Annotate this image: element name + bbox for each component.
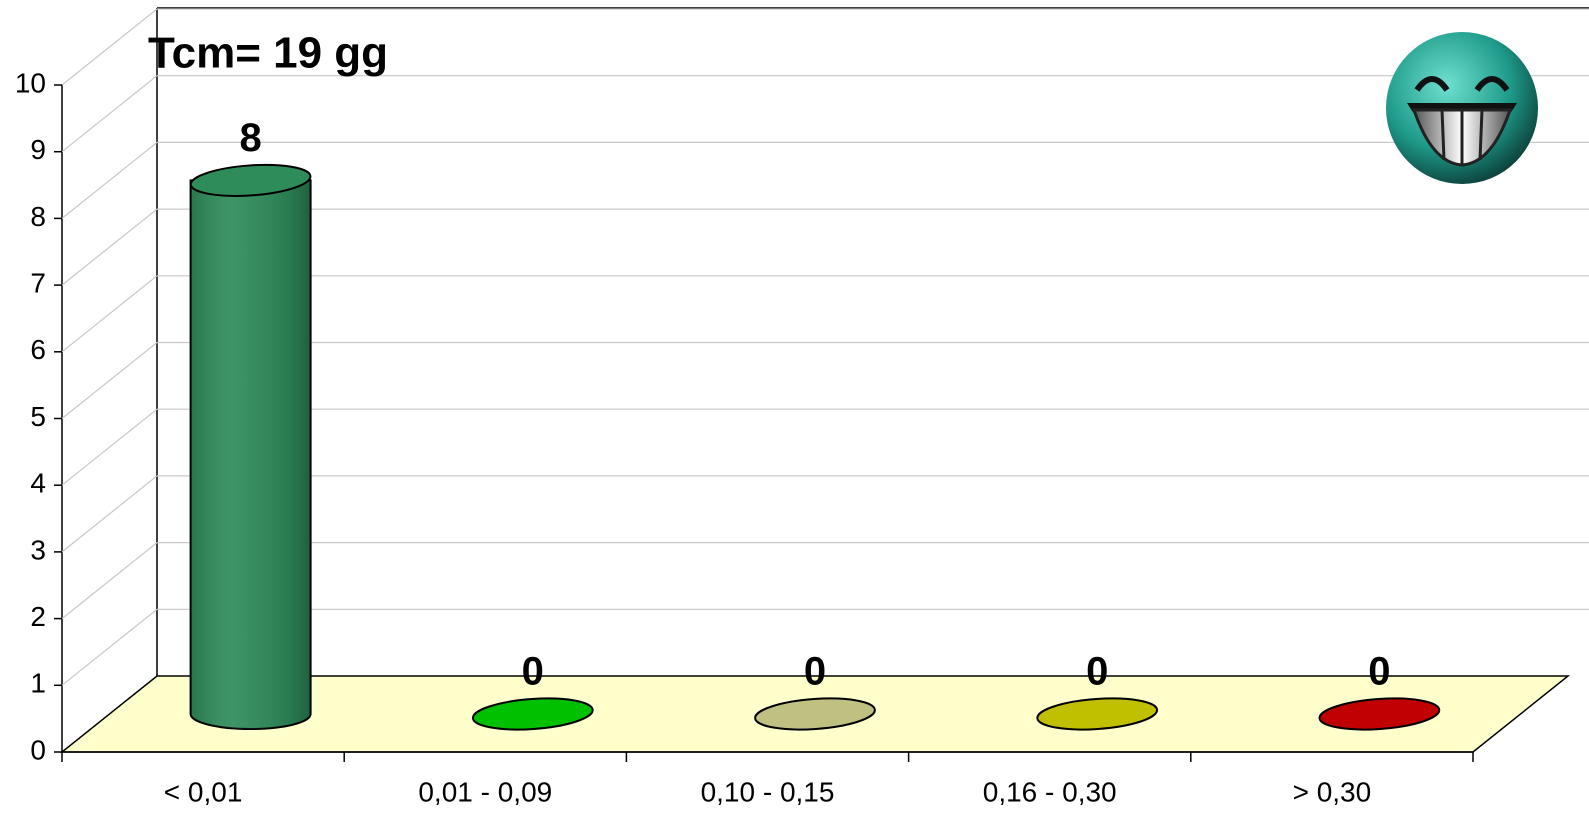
value-label: 0 <box>804 650 826 694</box>
x-tick-label: < 0,01 <box>164 776 243 807</box>
value-label: 0 <box>1086 650 1108 694</box>
y-tick-label: 8 <box>30 201 46 232</box>
grid-line-side <box>62 609 157 685</box>
chart: Tcm= 19 gg 0 1 2 3 4 5 6 7 8 9 10 < 0,01 8 0,01 - 0,0… <box>0 0 1589 822</box>
y-tick-label: 9 <box>30 134 46 165</box>
y-tick-label: 3 <box>30 534 46 565</box>
grid-line-side <box>62 9 157 85</box>
grid-line-side <box>62 409 157 485</box>
y-tick-label: 7 <box>30 267 46 298</box>
grid-line-side <box>62 543 157 619</box>
x-tick-label: 0,10 - 0,15 <box>701 776 835 807</box>
value-label: 8 <box>239 116 261 160</box>
grid-line-side <box>62 343 157 419</box>
grid-line-side <box>62 276 157 352</box>
x-tick-label: > 0,30 <box>1293 776 1372 807</box>
x-tick-label: 0,01 - 0,09 <box>418 776 552 807</box>
grid-line-side <box>62 142 157 218</box>
cylinder <box>190 161 312 729</box>
grid-line-side <box>62 76 157 152</box>
value-label: 0 <box>522 650 544 694</box>
chart-title: Tcm= 19 gg <box>148 29 388 78</box>
cylinder-shade <box>191 180 311 729</box>
y-tick-label: 4 <box>30 468 46 499</box>
grid-line-side <box>62 476 157 552</box>
value-label: 0 <box>1368 650 1390 694</box>
x-tick-label: 0,16 - 0,30 <box>983 776 1117 807</box>
y-tick-label: 2 <box>30 601 46 632</box>
y-tick-label: 5 <box>30 401 46 432</box>
y-tick-label: 6 <box>30 334 46 365</box>
smiley-icon <box>1386 32 1538 184</box>
y-tick-label: 1 <box>30 668 46 699</box>
y-tick-label: 0 <box>30 734 46 765</box>
grid-line-side <box>62 209 157 285</box>
y-tick-label: 10 <box>15 67 46 98</box>
